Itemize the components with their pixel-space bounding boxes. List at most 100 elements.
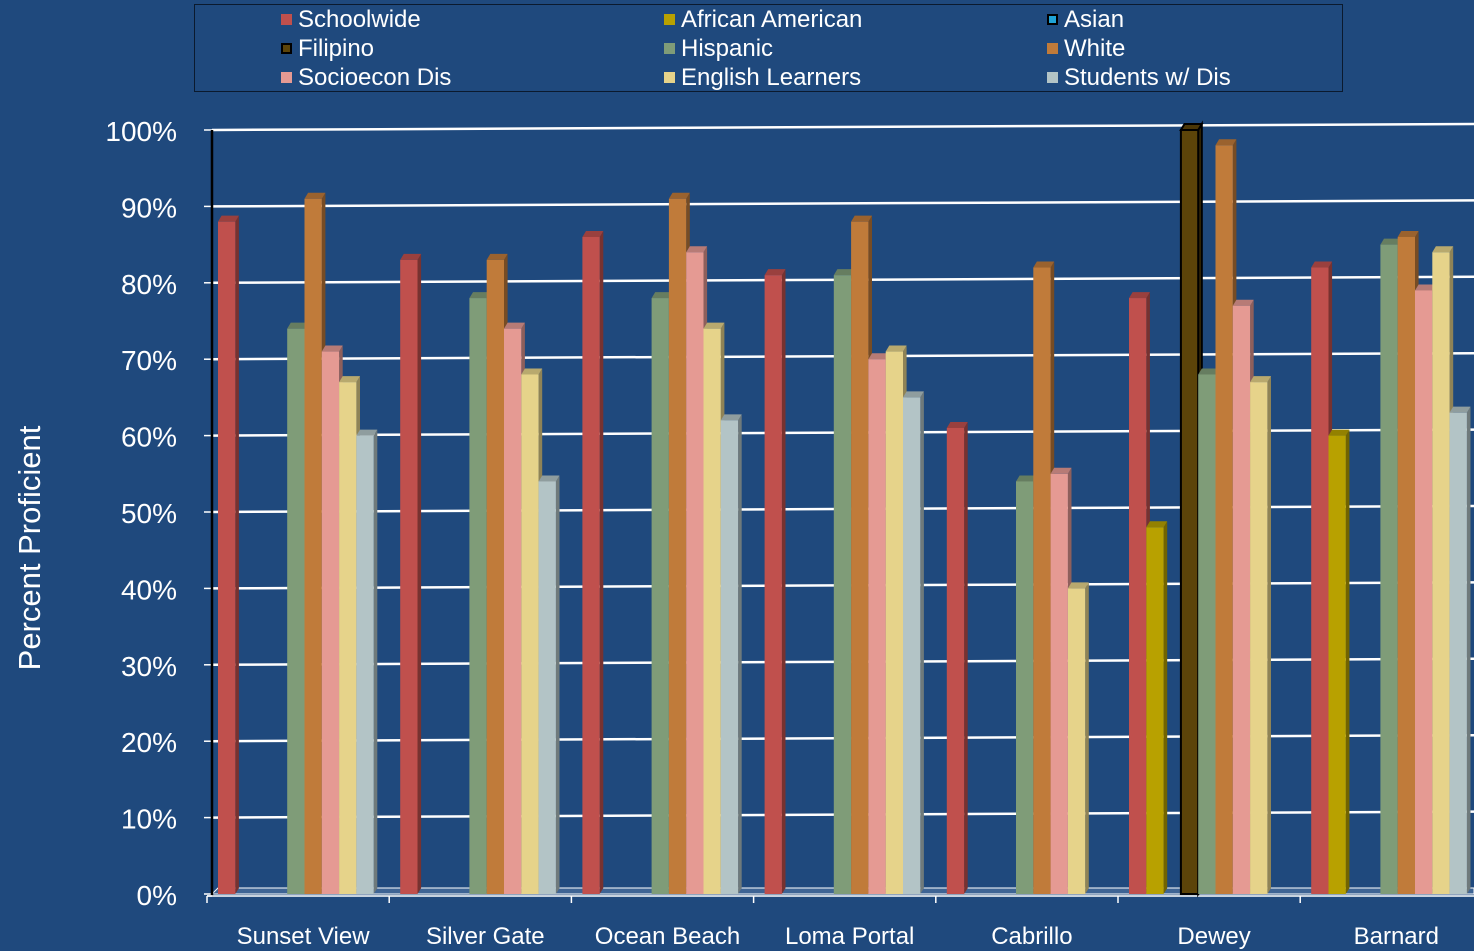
bar-top xyxy=(720,414,742,421)
bar xyxy=(1415,290,1433,894)
legend-item: English Learners xyxy=(664,64,861,92)
legend-label: White xyxy=(1064,35,1126,62)
bar xyxy=(851,221,869,894)
bar-side xyxy=(738,414,742,894)
bar-top xyxy=(764,269,786,276)
bar-side xyxy=(964,421,968,894)
bar xyxy=(833,275,852,894)
bar-top xyxy=(1380,238,1402,245)
bar-side xyxy=(1085,582,1089,894)
bar-side xyxy=(599,230,604,894)
bar xyxy=(1129,298,1147,895)
bar-top xyxy=(1449,406,1471,413)
bar-top xyxy=(356,429,378,436)
bar-side xyxy=(1466,406,1471,894)
bar-side xyxy=(1163,521,1168,894)
legend-label: African American xyxy=(681,6,863,33)
bar xyxy=(1380,244,1398,895)
bar-top xyxy=(521,368,543,375)
bar-top xyxy=(1146,521,1168,528)
bar-top xyxy=(651,292,673,299)
legend-swatch xyxy=(281,43,292,54)
y-tick-label: 40% xyxy=(121,574,177,605)
bar-top xyxy=(1397,230,1419,237)
legend-swatch xyxy=(664,43,675,54)
legend-item: Filipino xyxy=(281,35,374,63)
y-tick-label: 90% xyxy=(121,192,177,223)
legend-label: Hispanic xyxy=(681,35,774,62)
bar-side xyxy=(555,475,560,894)
bar xyxy=(538,481,556,894)
legend-item: Socioecon Dis xyxy=(281,64,451,92)
bar-top xyxy=(1328,429,1350,436)
bar-top xyxy=(1129,292,1150,299)
bar-top xyxy=(504,322,525,329)
bar xyxy=(304,198,322,894)
bar xyxy=(1198,374,1216,895)
legend-swatch xyxy=(281,72,292,83)
x-tick-label: Ocean Beach xyxy=(595,923,740,950)
bar xyxy=(668,198,687,894)
bar xyxy=(1397,236,1415,894)
legend-swatch xyxy=(1047,14,1058,25)
legend-item: Hispanic xyxy=(664,35,773,63)
bar xyxy=(521,374,539,895)
bar-top xyxy=(1198,368,1220,375)
bar-top xyxy=(582,230,604,237)
bar-top xyxy=(1050,467,1072,474)
bar xyxy=(1033,267,1051,894)
bar-top xyxy=(1250,376,1271,383)
legend-label: Students w/ Dis xyxy=(1064,64,1231,91)
bar xyxy=(469,298,487,895)
bar-top xyxy=(833,269,855,276)
legend-label: Socioecon Dis xyxy=(298,64,452,91)
bar-top xyxy=(1016,475,1037,482)
bar xyxy=(486,259,504,894)
bar xyxy=(339,382,357,894)
x-tick-label: Dewey xyxy=(1177,923,1250,950)
y-tick-label: 100% xyxy=(105,116,177,147)
bar-side xyxy=(373,429,378,894)
bar xyxy=(321,351,340,894)
bar xyxy=(946,427,965,894)
bar-top xyxy=(1432,246,1454,253)
bar xyxy=(885,351,903,894)
bar-top xyxy=(1033,261,1055,268)
bar xyxy=(1311,267,1329,894)
x-tick-label: Barnard xyxy=(1354,923,1439,950)
gridline xyxy=(211,122,1474,132)
legend-label: Filipino xyxy=(298,35,375,62)
bar-side xyxy=(781,269,786,894)
legend-swatch xyxy=(281,14,292,25)
legend-item: African American xyxy=(664,6,862,34)
bar-top xyxy=(304,192,326,199)
y-tick-label: 10% xyxy=(121,804,177,835)
bar-side xyxy=(235,215,239,894)
bar xyxy=(1050,473,1068,894)
bar xyxy=(1146,527,1164,894)
bar-top xyxy=(538,475,560,482)
bar-top xyxy=(1067,582,1089,589)
y-tick-label: 0% xyxy=(137,880,177,911)
bar xyxy=(903,397,921,894)
bar-top xyxy=(1311,261,1333,268)
bar xyxy=(356,435,374,894)
bar-top xyxy=(339,376,360,383)
bar xyxy=(1179,129,1200,895)
bar xyxy=(868,359,886,894)
bar xyxy=(686,252,704,895)
bar-top xyxy=(703,322,725,329)
bar-top xyxy=(1415,284,1436,291)
bar-top xyxy=(868,353,890,360)
bar xyxy=(504,328,522,894)
bar-side xyxy=(417,253,422,894)
bar xyxy=(287,328,305,894)
bar-top xyxy=(321,345,343,352)
chart-legend: Schoolwide African American Asian Filipino H… xyxy=(194,4,1343,92)
bar xyxy=(1232,305,1251,895)
legend-swatch xyxy=(1047,43,1058,54)
bar xyxy=(218,221,236,894)
legend-swatch xyxy=(1047,72,1058,83)
legend-item: Asian xyxy=(1047,6,1124,34)
